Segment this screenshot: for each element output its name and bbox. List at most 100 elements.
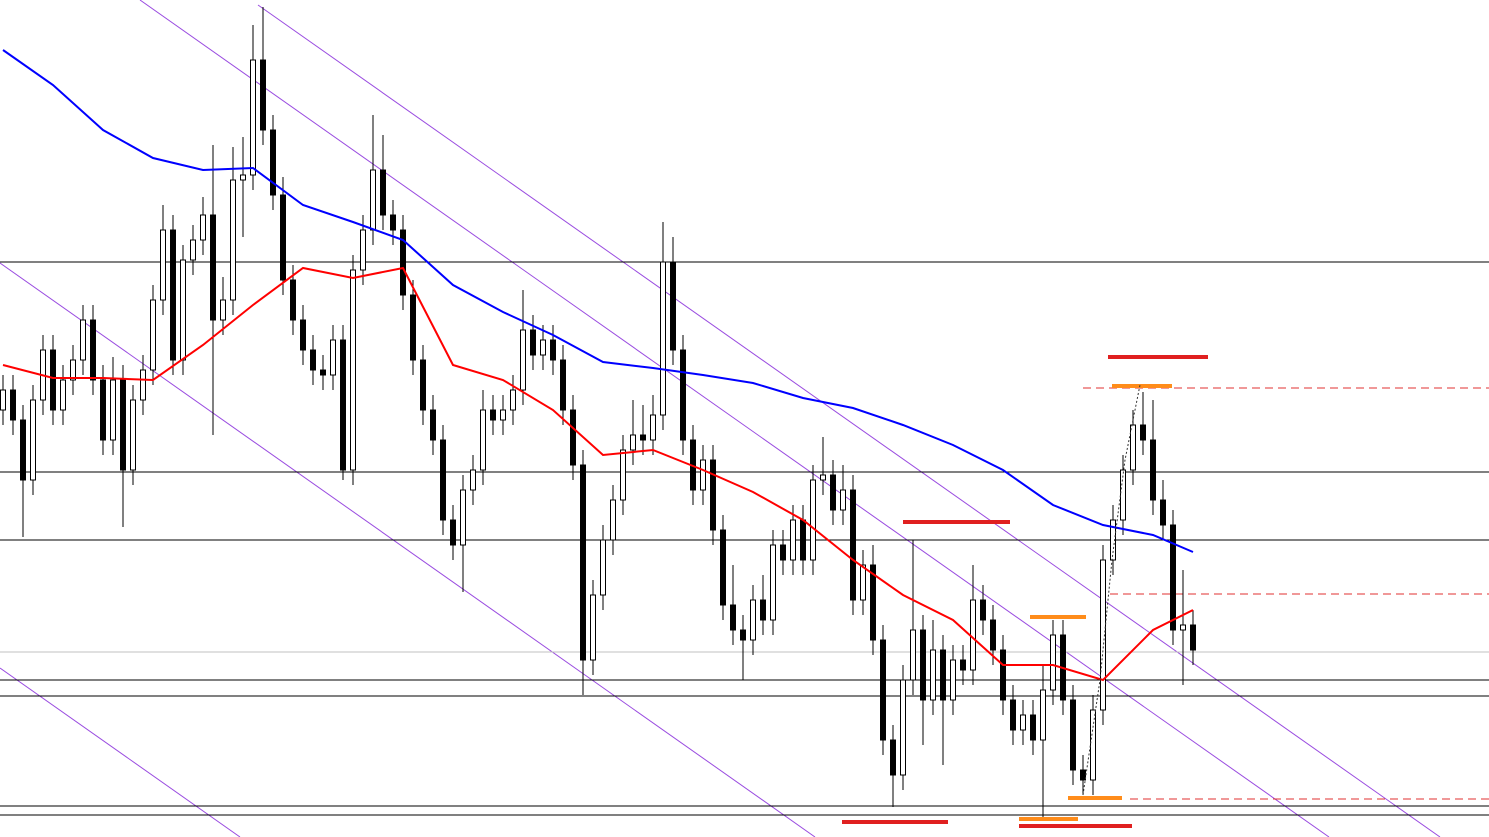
candle-body — [1110, 519, 1116, 561]
candle-body — [1080, 769, 1086, 781]
candle-body — [360, 229, 366, 271]
candle-body — [210, 214, 216, 321]
candle-body — [740, 629, 746, 641]
candle-body — [830, 474, 836, 511]
candle-body — [860, 564, 866, 601]
candle-body — [600, 539, 606, 596]
channel-line — [0, 262, 816, 837]
candle-body — [520, 329, 526, 391]
candle-body — [190, 239, 196, 261]
candle-body — [790, 519, 796, 561]
level-markers — [842, 355, 1208, 828]
candle-body — [340, 339, 346, 471]
candle-body — [1170, 524, 1176, 631]
candle-body — [800, 519, 806, 561]
candle-body — [1160, 499, 1166, 526]
candle-body — [330, 339, 336, 376]
moving-average — [2, 266, 1194, 682]
candle-body — [70, 359, 76, 381]
candle-body — [640, 434, 646, 441]
candle-body — [810, 479, 816, 561]
candle-body — [400, 229, 406, 296]
trend-channel — [0, 0, 1441, 837]
candle-body — [120, 379, 126, 471]
candle-body — [250, 59, 256, 176]
candle-body — [870, 564, 876, 641]
candle-body — [410, 294, 416, 361]
candle-body — [930, 649, 936, 701]
candle-body — [1050, 634, 1056, 691]
candle-body — [440, 439, 446, 521]
candle-body — [350, 269, 356, 471]
moving-average — [2, 49, 1194, 553]
candle-body — [1010, 699, 1016, 731]
candle-body — [490, 409, 496, 421]
candle-body — [150, 299, 156, 371]
candle-body — [1130, 424, 1136, 471]
candle-body — [960, 659, 966, 671]
candle-body — [570, 409, 576, 466]
candle-body — [310, 349, 316, 371]
candle-body — [780, 544, 786, 561]
candle-body — [1180, 624, 1186, 631]
candle-body — [760, 599, 766, 621]
candle-body — [80, 319, 86, 361]
candle-body — [580, 464, 586, 661]
candle-body — [540, 339, 546, 356]
candle-body — [1030, 714, 1036, 741]
candle-body — [710, 459, 716, 531]
candle-body — [20, 419, 26, 481]
candle-body — [680, 349, 686, 441]
candle-body — [240, 174, 246, 181]
candle-body — [990, 619, 996, 651]
candle-body — [500, 409, 506, 421]
channel-line — [139, 0, 1330, 837]
candle-body — [660, 261, 666, 416]
candle-body — [450, 519, 456, 546]
candle-body — [300, 319, 306, 351]
channel-line — [0, 667, 241, 837]
candle-body — [100, 379, 106, 441]
candle-body — [820, 474, 826, 481]
candle-body — [130, 399, 136, 471]
candle-body — [980, 599, 986, 621]
candle-body — [320, 369, 326, 376]
candle-body — [900, 679, 906, 776]
candle-body — [630, 434, 636, 451]
candle-body — [50, 349, 56, 411]
candle-body — [160, 229, 166, 301]
candle-body — [480, 409, 486, 471]
candle-body — [770, 544, 776, 621]
candle-body — [530, 329, 536, 356]
candle-body — [610, 499, 616, 541]
candle-body — [1020, 714, 1026, 731]
candle-body — [750, 599, 756, 641]
swing-path — [1082, 384, 1141, 796]
candle-body — [1190, 624, 1196, 651]
candle-body — [920, 629, 926, 701]
candle-body — [10, 389, 16, 421]
candle-body — [90, 319, 96, 381]
candle-body — [1120, 469, 1126, 521]
candle-body — [180, 259, 186, 361]
candle-body — [380, 169, 386, 216]
candle-body — [650, 414, 656, 441]
candle-body — [1070, 699, 1076, 771]
candle-body — [1040, 689, 1046, 741]
candle-body — [420, 359, 426, 411]
candle-body — [720, 529, 726, 606]
candle-body — [620, 449, 626, 501]
candle-body — [510, 389, 516, 411]
candle-body — [880, 639, 886, 741]
candle-body — [470, 469, 476, 491]
candle-body — [270, 129, 276, 196]
candle-body — [60, 379, 66, 411]
candle-body — [390, 214, 396, 231]
candle-body — [910, 629, 916, 681]
candle-body — [700, 459, 706, 491]
candle-body — [940, 649, 946, 701]
candle-body — [460, 489, 466, 546]
candle-body — [1100, 559, 1106, 711]
candle-body — [280, 194, 286, 281]
